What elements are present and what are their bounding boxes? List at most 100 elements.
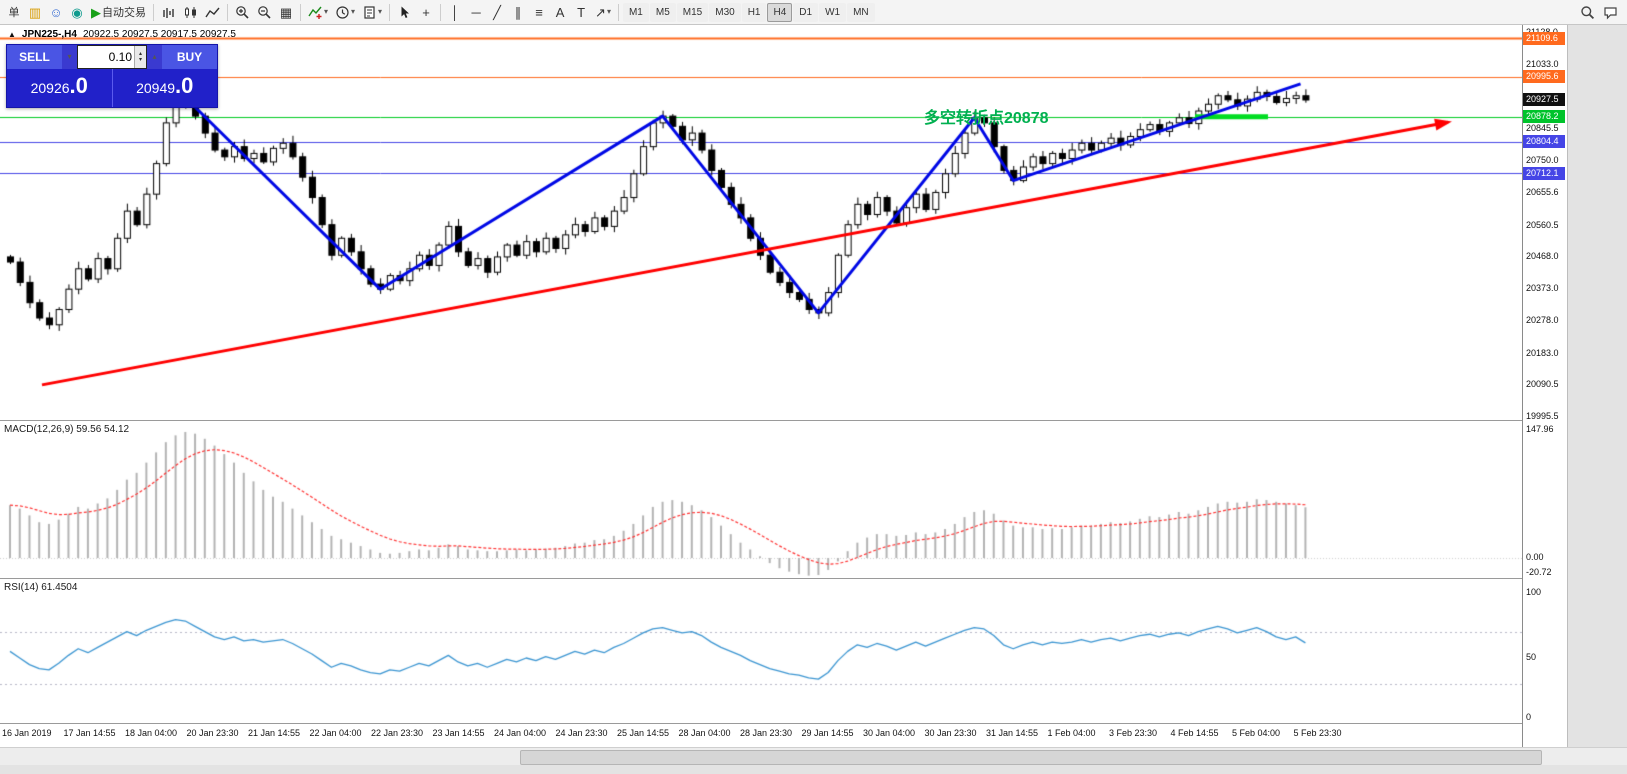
time-axis-label: 28 Jan 23:30: [740, 728, 793, 738]
one-click-trade-panel: SELL ▾ ▴ ▾ ▴ BUY 20926 .0 20949 .0: [6, 44, 218, 108]
volume-up-button[interactable]: ▴: [147, 45, 162, 69]
community-button[interactable]: ◉: [67, 2, 87, 23]
horizontal-line-tool-button[interactable]: ─: [466, 2, 486, 23]
price-tick: 19995.5: [1526, 411, 1559, 422]
trendline-icon: ╱: [493, 4, 501, 20]
new-order-button[interactable]: 单: [4, 2, 24, 23]
cursor-tool-button[interactable]: [394, 2, 415, 23]
sell-button[interactable]: SELL: [7, 45, 62, 69]
zoom-in-button[interactable]: [232, 2, 253, 23]
scrollbar-thumb[interactable]: [520, 750, 1542, 765]
price-badge: 21109.6: [1523, 31, 1565, 45]
template-icon: [364, 5, 375, 19]
panel-separator[interactable]: [0, 420, 1567, 421]
stepper-down-icon: ▾: [138, 57, 142, 63]
volume-stepper[interactable]: ▴ ▾: [134, 46, 146, 68]
macd-canvas[interactable]: [0, 420, 1522, 578]
price-scale[interactable]: 21128.021033.020845.520750.020655.620560…: [1523, 25, 1567, 747]
chart-window-icon: ▥: [28, 4, 42, 20]
profile-button[interactable]: ☺: [46, 2, 66, 23]
time-axis-label: 22 Jan 04:00: [309, 728, 362, 738]
search-button[interactable]: [1577, 2, 1598, 23]
price-tick: 20373.0: [1526, 283, 1559, 294]
chart-annotation-text: 多空转折点20878: [924, 110, 1049, 127]
chevron-down-icon: ▾: [324, 7, 329, 16]
periods-dropdown-button[interactable]: ▾: [332, 2, 358, 23]
panel-separator[interactable]: [0, 578, 1567, 579]
crosshair-tool-button[interactable]: +: [416, 2, 436, 23]
arrow-tool-icon: ↗: [595, 4, 606, 20]
time-axis-label: 5 Feb 23:30: [1293, 728, 1342, 738]
arrows-dropdown-button[interactable]: ↗ ▾: [592, 2, 614, 23]
volume-input[interactable]: [78, 46, 134, 68]
time-axis-label: 28 Jan 04:00: [678, 728, 731, 738]
symbol-timeframe: JPN225-,H4: [21, 29, 77, 40]
chart-window-button[interactable]: ▥: [25, 2, 45, 23]
timeframe-button-m1[interactable]: M1: [622, 2, 649, 22]
stepper-up-icon: ▴: [138, 51, 142, 57]
timeframe-button-m15[interactable]: M15: [676, 2, 709, 22]
price-tick: 20845.5: [1526, 122, 1559, 133]
volume-dropdown-button[interactable]: ▾: [62, 45, 77, 69]
channel-tool-button[interactable]: ∥: [508, 2, 528, 23]
bar-chart-type-button[interactable]: [158, 2, 179, 23]
tile-windows-button[interactable]: ▦: [276, 2, 296, 23]
time-axis-label: 30 Jan 04:00: [863, 728, 916, 738]
indicators-dropdown-button[interactable]: ▾: [305, 2, 331, 23]
zoom-out-button[interactable]: [254, 2, 275, 23]
trendline-tool-button[interactable]: ╱: [487, 2, 507, 23]
autotrading-label: 自动交易: [102, 7, 146, 19]
timeframe-button-d1[interactable]: D1: [793, 2, 819, 22]
text-label-icon: T: [577, 4, 586, 20]
toolbar-separator: [617, 3, 619, 21]
time-axis-label: 4 Feb 14:55: [1170, 728, 1219, 738]
volume-field-wrap: ▴ ▾: [77, 45, 147, 69]
text-label-tool-button[interactable]: T: [571, 2, 591, 23]
vertical-line-tool-button[interactable]: │: [445, 2, 465, 23]
horizontal-scrollbar[interactable]: [0, 747, 1627, 765]
time-axis-label: 22 Jan 23:30: [371, 728, 424, 738]
zoom-in-icon: [236, 5, 249, 19]
time-axis: 16 Jan 2019 17 Jan 14:55 18 Jan 04:00 20 Ja…: [0, 724, 1522, 745]
rsi-scale-50: 50: [1526, 652, 1537, 662]
buy-button[interactable]: BUY: [162, 45, 217, 69]
macd-scale-max: 147.96: [1526, 424, 1554, 434]
indicators-icon: [308, 6, 322, 19]
macd-scale-min: -20.72: [1526, 567, 1552, 577]
macd-label: MACD(12,26,9) 59.56 54.12: [4, 424, 130, 435]
timeframe-button-h1[interactable]: H1: [741, 2, 767, 22]
time-axis-label: 24 Jan 23:30: [555, 728, 608, 738]
timeframe-button-mn[interactable]: MN: [847, 2, 875, 22]
candlestick-type-button[interactable]: [180, 2, 201, 23]
line-chart-type-button[interactable]: [202, 2, 223, 23]
toolbar-right-group: [1577, 2, 1623, 23]
timeframe-button-m30[interactable]: M30: [709, 2, 741, 22]
price-divider: [111, 69, 113, 107]
vertical-line-icon: │: [450, 4, 460, 20]
ohlc-values: 20922.5 20927.5 20917.5 20927.5: [82, 29, 236, 40]
cursor-icon: [401, 6, 410, 18]
chat-button[interactable]: [1600, 2, 1621, 23]
time-axis-label: 24 Jan 04:00: [494, 728, 547, 738]
autotrading-button[interactable]: ▶ 自动交易: [88, 2, 149, 23]
chevron-down-icon: ▾: [67, 52, 72, 61]
timeframe-button-w1[interactable]: W1: [819, 2, 847, 22]
buy-price[interactable]: 20949 .0: [136, 73, 194, 98]
fibonacci-icon: ≡: [535, 4, 543, 20]
price-badge: 20878.2: [1523, 110, 1565, 124]
templates-dropdown-button[interactable]: ▾: [359, 2, 385, 23]
main-chart-canvas[interactable]: [0, 25, 1522, 420]
time-axis-label: 31 Jan 14:55: [986, 728, 1039, 738]
timeframe-buttons: M1 M5 M15 M30 H1 H4 D1 W1 MN: [622, 2, 875, 22]
tile-windows-icon: ▦: [279, 4, 293, 20]
toolbar: 单 ▥ ☺ ◉ ▶ 自动交易 ▦ ▾: [0, 0, 1627, 25]
price-tick: 20560.5: [1526, 219, 1559, 230]
timeframe-button-m5[interactable]: M5: [649, 2, 676, 22]
chevron-down-icon: ▾: [378, 7, 383, 16]
sell-price[interactable]: 20926 .0: [30, 73, 88, 98]
time-axis-label: 21 Jan 14:55: [248, 728, 301, 738]
timeframe-button-h4[interactable]: H4: [767, 2, 793, 22]
fibonacci-tool-button[interactable]: ≡: [529, 2, 549, 23]
rsi-canvas[interactable]: [0, 578, 1522, 723]
text-tool-button[interactable]: A: [550, 2, 570, 23]
